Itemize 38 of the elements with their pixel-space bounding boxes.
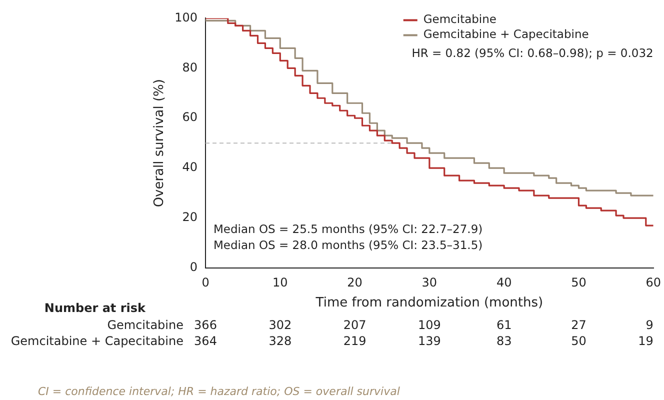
text: 50	[571, 334, 586, 348]
text: 364	[194, 334, 217, 348]
text: 109	[418, 318, 441, 332]
text: 207	[343, 318, 366, 332]
x-tick-label: 50	[571, 275, 586, 290]
text: CI = confidence interval; HR = hazard ratio; OS = overall survival	[38, 384, 400, 398]
x-tick-label: 40	[496, 275, 512, 290]
legend-label: Gemcitabine	[423, 12, 496, 26]
y-tick-label: 20	[182, 210, 198, 224]
annotation: HR = 0.82 (95% CI: 0.68–0.98); p = 0.032	[412, 46, 654, 60]
text: 19	[638, 334, 654, 348]
x-tick-label: 0	[202, 275, 210, 290]
text: 139	[418, 334, 441, 348]
text: 366	[194, 318, 217, 332]
text: 83	[496, 334, 512, 348]
x-tick-label: 10	[272, 275, 288, 290]
text: 9	[646, 318, 654, 332]
y-tick-label: 40	[182, 160, 198, 174]
annotation: Median OS = 28.0 months (95% CI: 23.5–31.5)	[214, 238, 483, 252]
text: 302	[268, 318, 292, 332]
text: Number at risk	[44, 301, 147, 316]
text: 27	[571, 318, 586, 332]
y-tick-label: 100	[174, 10, 198, 24]
x-axis-title: Time from randomization (months)	[314, 296, 544, 311]
y-axis-title: Overall survival (%)	[152, 79, 168, 208]
y-tick-label: 0	[190, 260, 198, 274]
x-tick-label: 20	[347, 275, 362, 290]
x-tick-label: 60	[646, 275, 662, 290]
text: Gemcitabine + Capecitabine	[10, 334, 184, 348]
legend-label: Gemcitabine + Capecitabine	[423, 27, 589, 42]
annotation: Median OS = 25.5 months (95% CI: 22.7–27.9)	[214, 222, 483, 236]
text: Gemcitabine	[107, 318, 184, 332]
text: 61	[496, 318, 512, 332]
text: 219	[343, 334, 366, 348]
y-tick-label: 60	[182, 110, 198, 124]
text: 328	[268, 334, 292, 348]
x-tick-label: 30	[422, 275, 438, 290]
y-tick-label: 80	[182, 60, 198, 74]
